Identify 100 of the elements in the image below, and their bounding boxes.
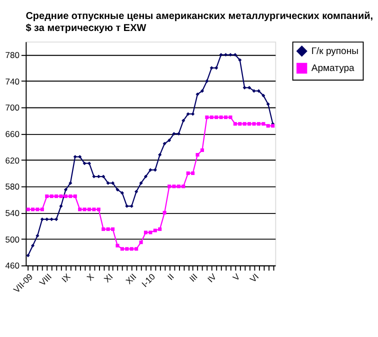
y-tick-label: 660 (5, 129, 20, 140)
point (64, 194, 68, 198)
point (205, 116, 209, 120)
y-tick-label: 780 (5, 50, 20, 60)
point (64, 188, 68, 192)
point (111, 227, 115, 231)
y-tick-label: 620 (5, 155, 20, 166)
point (54, 218, 58, 222)
x-tick-label: X (84, 271, 96, 283)
text: Средние отпускные цены американских металлургических компаний, (26, 11, 374, 22)
point (238, 122, 242, 126)
point (130, 204, 134, 208)
point (36, 234, 40, 238)
point (210, 116, 214, 120)
x-tick-label: IV (205, 271, 218, 284)
point (153, 228, 157, 232)
point (205, 79, 209, 83)
point (200, 89, 204, 93)
point (26, 208, 30, 212)
point (106, 181, 110, 185)
point (96, 208, 100, 212)
point (167, 184, 172, 188)
point (45, 194, 49, 198)
y-tick-label: 540 (5, 208, 20, 218)
legend-label: Г/к рупоны (311, 46, 359, 57)
point (233, 52, 237, 57)
point (248, 122, 252, 126)
x-tick-label: II (165, 272, 176, 282)
point (120, 247, 124, 251)
point (238, 58, 242, 62)
point (256, 89, 260, 93)
point (167, 138, 172, 142)
x-tick-label: VIII (37, 272, 54, 288)
text: $ за метрическую т EXW (26, 23, 146, 34)
x-tick-label: III (187, 272, 200, 284)
point (92, 174, 96, 178)
point (182, 118, 186, 122)
point (130, 247, 134, 251)
point (186, 171, 190, 175)
point (158, 227, 162, 231)
point (262, 94, 266, 98)
point (40, 208, 44, 212)
point (172, 184, 176, 188)
point (148, 230, 152, 234)
point (144, 230, 148, 234)
point (50, 194, 54, 198)
x-tick-label: XI (102, 272, 115, 284)
point (30, 208, 35, 212)
point (224, 52, 228, 57)
point (125, 247, 129, 251)
legend-label: Арматура (311, 63, 356, 74)
point (158, 153, 162, 157)
point (219, 116, 223, 120)
point (50, 218, 54, 222)
x-tick-label: V (230, 271, 242, 283)
point (252, 122, 256, 126)
point (266, 102, 270, 106)
point (59, 204, 63, 208)
point (176, 184, 180, 188)
point (153, 168, 157, 172)
point (78, 208, 82, 212)
point (214, 116, 218, 120)
point (248, 86, 252, 90)
point (242, 122, 246, 126)
y-tick-label: 740 (5, 76, 20, 86)
point (233, 122, 237, 126)
point (26, 254, 30, 258)
point (40, 218, 44, 222)
point (252, 89, 256, 93)
y-tick-label: 500 (5, 234, 20, 244)
y-tick-label: 700 (5, 102, 20, 113)
point (92, 208, 96, 212)
point (73, 154, 77, 159)
point (242, 86, 246, 90)
point (139, 240, 143, 244)
point (96, 174, 100, 178)
point (82, 162, 86, 166)
point (125, 204, 129, 208)
x-tick-label: XII (124, 272, 138, 286)
point (87, 208, 92, 212)
point (144, 174, 148, 178)
point (116, 188, 120, 192)
point (186, 112, 190, 116)
point (172, 132, 176, 136)
point (73, 194, 77, 198)
point (78, 154, 82, 159)
point (148, 168, 152, 172)
point (82, 208, 86, 212)
point (214, 66, 218, 70)
point (266, 124, 270, 128)
point (224, 116, 228, 120)
y-tick-label: 460 (5, 260, 20, 271)
point (111, 181, 115, 185)
y-tick-label: 580 (5, 182, 20, 192)
x-tick-label: I-10 (140, 271, 158, 290)
point (116, 244, 120, 248)
point (36, 208, 40, 212)
point (210, 66, 214, 70)
point (45, 218, 49, 222)
point (162, 210, 166, 214)
